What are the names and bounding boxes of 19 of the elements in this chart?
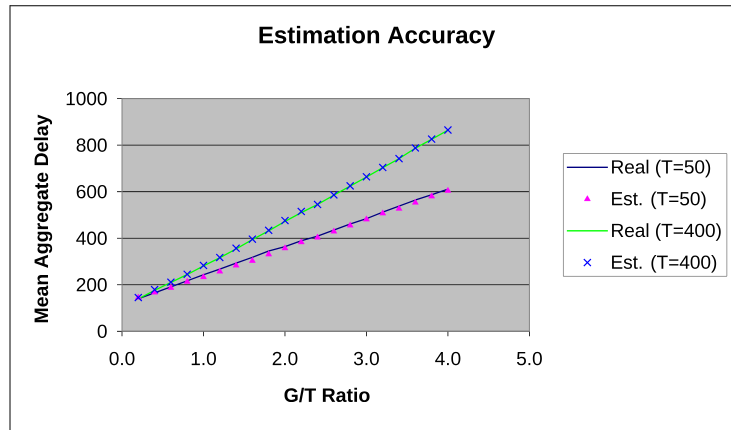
- y-tick-label: 1000: [66, 92, 107, 106]
- y-tick-label: 600: [76, 184, 107, 198]
- x-tick-label: 1.0: [192, 352, 216, 366]
- legend-label: Real (T=50): [612, 160, 710, 178]
- y-tick-label: 0: [98, 324, 107, 338]
- legend-label: Est. (T=400): [612, 254, 716, 273]
- y-tick-label: 400: [76, 231, 107, 245]
- chart-title: Estimation Accuracy: [260, 26, 496, 48]
- x-tick-label: 5.0: [516, 352, 542, 366]
- x-axis-title: G/T Ratio: [284, 388, 370, 402]
- legend-label: Real (T=400): [612, 223, 721, 241]
- y-tick-label: 200: [76, 278, 107, 292]
- y-tick-label: 800: [76, 138, 107, 152]
- x-tick-label: 2.0: [272, 352, 298, 366]
- legend-label: Est. (T=50): [612, 191, 706, 210]
- y-axis-title: Mean Aggregate Delay: [34, 114, 52, 322]
- x-tick-label: 4.0: [435, 352, 460, 366]
- x-tick-label: 0.0: [110, 352, 134, 366]
- x-tick-label: 3.0: [354, 352, 379, 366]
